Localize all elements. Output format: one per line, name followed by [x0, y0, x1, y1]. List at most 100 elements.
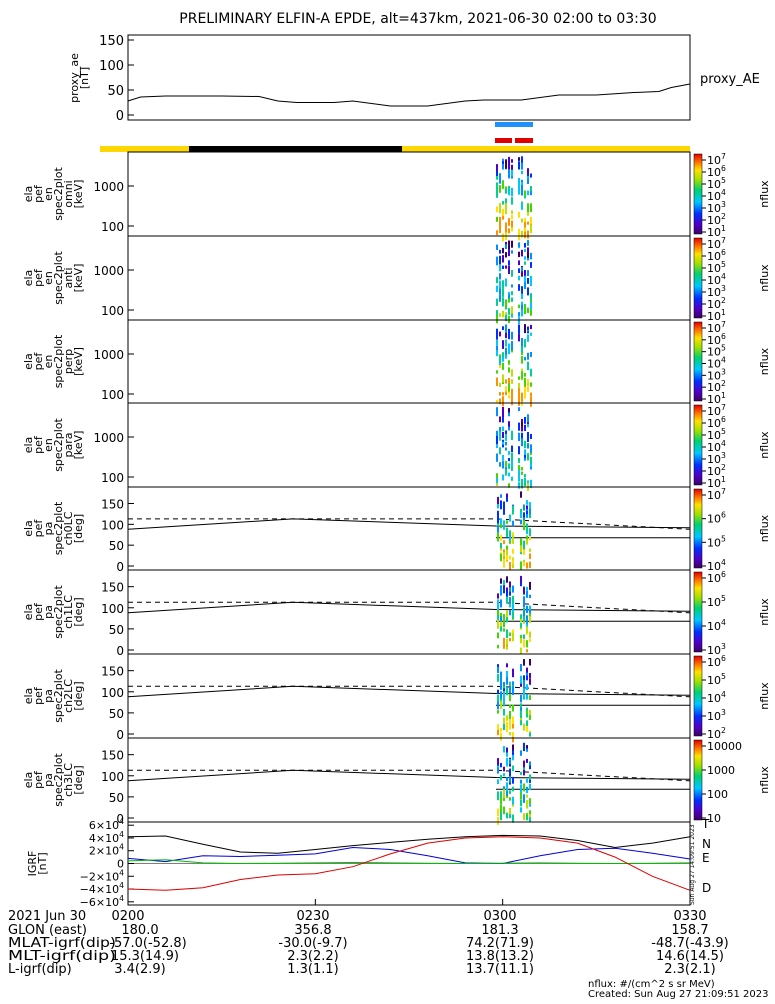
spectrogram-blob-b-cell: [530, 450, 532, 455]
pitch-angle-blob-a-cell: [503, 644, 505, 649]
pitch-angle-blob-a-cell: [506, 715, 508, 721]
spectrogram-blob-b-cell: [521, 481, 523, 489]
mlt-0230: 2.3(2.2): [287, 949, 339, 964]
spectrogram-blob-a-cell: [502, 352, 504, 357]
row-label-glon: GLON (east): [8, 923, 87, 938]
spectrogram-blob-b-cell: [524, 227, 526, 232]
spectrogram-blob-a-cell: [511, 476, 513, 481]
pitch-angle-blob-a-cell: [500, 671, 502, 679]
spectrogram-blob-a-cell: [508, 185, 510, 191]
ytick-label: 150: [101, 581, 124, 595]
pitch-angle-blob-b-column: [529, 761, 531, 823]
pitch-angle-blob-a-cell: [512, 668, 514, 678]
pitch-angle-blob-b-cell: [520, 538, 522, 546]
pitch-angle-blob-b-cell: [526, 605, 528, 613]
pitch-angle-blob-b-column: [529, 581, 531, 642]
pitch-angle-blob-b-cell: [529, 774, 531, 783]
time-tick-0300: 0300: [483, 909, 516, 924]
pitch-angle-blob-a-column: [500, 671, 502, 741]
spectrogram-blob-b-cell: [524, 270, 526, 277]
ytick-label: 100: [101, 471, 124, 485]
spectrogram-blob-b-cell: [524, 417, 526, 424]
ylabel-line: en: [42, 438, 55, 452]
pitch-angle-blob-a-cell: [506, 545, 508, 554]
pitch-angle-blob-b-cell: [523, 760, 525, 768]
pitch-angle-blob-a-cell: [509, 588, 511, 595]
spectrogram-1-colorbar: [693, 153, 703, 235]
pitch-angle-blob-b-cell: [529, 814, 531, 818]
ylabel-line: spec2plot: [52, 334, 65, 388]
pitch-angle-blob-b-cell: [520, 582, 522, 587]
pitch-angle-blob-a-cell: [500, 804, 502, 812]
ylabel-line: pef: [32, 268, 45, 287]
cbar-tick-label: 102: [707, 296, 726, 311]
spectrogram-blob-a-cell: [511, 227, 513, 232]
glon-0300: 181.3: [481, 923, 518, 938]
pitch-angle-blob-b-cell: [526, 523, 528, 532]
spectrogram-blob-a-cell: [499, 331, 501, 337]
pitch-angle-blob-b-column: [526, 667, 528, 732]
pitch-angle-blob-a-cell: [503, 540, 505, 545]
spectrogram-blob-a-cell: [502, 233, 504, 242]
spectrogram-blob-a-cell: [502, 407, 504, 415]
pitch-angle-blob-b-cell: [526, 684, 528, 691]
spectrogram-blob-a-cell: [508, 308, 510, 315]
pitch-angle-blob-a-cell: [500, 700, 502, 709]
spectrogram-blob-b-cell: [527, 361, 529, 368]
pitch-angle-blob-a-cell: [506, 610, 508, 618]
igrf-series-D: [127, 836, 691, 891]
spectrogram-blob-b-cell: [530, 434, 532, 439]
spectrogram-blob-a-cell: [511, 187, 513, 197]
pitch-angle-blob-b-cell: [526, 510, 528, 514]
pitch-angle-blob-a-cell: [506, 726, 508, 733]
spectrogram-blob-a-column: [508, 328, 510, 399]
pitch-angle-blob-a-cell: [509, 768, 511, 778]
spectrogram-blob-b-cell: [518, 334, 520, 342]
pitch-angle-blob-a-cell: [503, 587, 505, 594]
spectrogram-blob-a-cell: [496, 310, 498, 316]
ylabel-line: spec2plot: [52, 753, 65, 807]
spectrogram-blob-b-cell: [521, 267, 523, 276]
spectrogram-blob-a-cell: [505, 252, 507, 258]
spectrogram-blob-a-cell: [511, 210, 513, 214]
cbar-tick-label: 104: [707, 356, 726, 371]
pitch-angle-blob-a-cell: [506, 777, 508, 781]
pitch-angle-blob-a-cell: [509, 812, 511, 819]
ylabel-line: ch1LC: [62, 595, 75, 629]
spectrogram-blob-b-cell: [530, 444, 532, 453]
spectrogram-blob-b-cell: [524, 386, 526, 393]
spectrogram-blob-b-cell: [527, 256, 529, 261]
panel-frame: [127, 151, 691, 237]
pitch-angle-3-colorbar: [693, 655, 703, 737]
cbar-tick-label: 102: [707, 726, 726, 741]
spectrogram-blob-a-cell: [496, 182, 498, 191]
spectrogram-blob-b-cell: [518, 304, 520, 309]
pitch-angle-blob-a-column: [500, 494, 502, 562]
pitch-angle-blob-a-cell: [503, 507, 505, 515]
pitch-angle-blob-b-cell: [523, 587, 525, 595]
panel-frame: [127, 402, 691, 488]
pitch-angle-blob-b-cell: [529, 512, 531, 519]
pitch-angle-blob-a-cell: [500, 698, 502, 702]
spectrogram-blob-b-cell: [530, 186, 532, 192]
spectrogram-blob-a-cell: [508, 343, 510, 353]
spectrogram-blob-b-cell: [527, 326, 529, 330]
pitch-angle-blob-a-cell: [503, 717, 505, 724]
pitch-angle-blob-b-cell: [529, 509, 531, 515]
spectrogram-blob-b-cell: [524, 256, 526, 260]
ylabel-line: anti: [62, 267, 75, 288]
spectrogram-blob-b-cell: [518, 465, 520, 471]
spectrogram-blob-b-cell: [521, 271, 523, 277]
pitch-angle-blob-b-cell: [529, 528, 531, 537]
pitch-angle-blob-a-cell: [506, 591, 508, 599]
pitch-angle-blob-a-cell: [500, 578, 502, 584]
spectrogram-blob-b-cell: [530, 262, 532, 268]
pitch-angle-blob-a-cell: [506, 782, 508, 792]
pitch-angle-blob-b-cell: [523, 675, 525, 682]
spectrogram-blob-a-cell: [499, 224, 501, 229]
ylabel-line: [keV]: [72, 347, 85, 376]
spectrogram-blob-a-cell: [505, 278, 507, 287]
cbar-tick-label: 104: [707, 618, 726, 633]
